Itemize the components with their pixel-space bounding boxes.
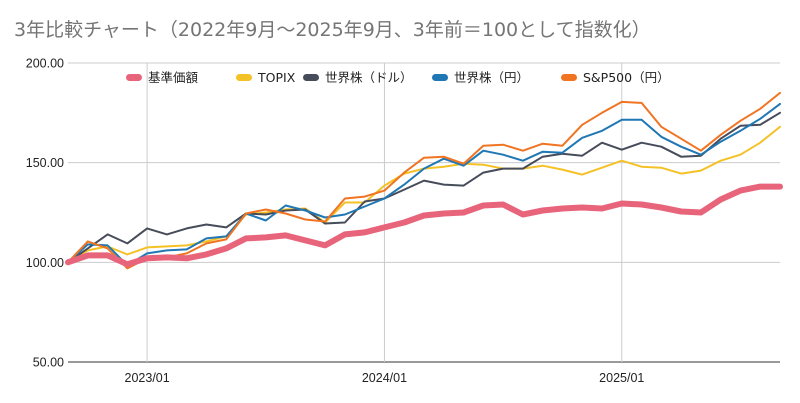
legend: 基準価額 TOPIX 世界株（ドル） 世界株（円） S&P500（円） (126, 70, 670, 85)
series-lines (65, 91, 783, 270)
x-tick-label: 2025/01 (599, 371, 644, 385)
chart-title: 3年比較チャート（2022年9月〜2025年9月、3年前＝100として指数化） (14, 19, 651, 41)
legend-item: S&P500（円） (561, 70, 670, 85)
legend-label: 世界株（ドル） (325, 70, 413, 85)
series-line (67, 111, 781, 264)
legend-swatch (126, 74, 142, 81)
grid (68, 62, 780, 363)
legend-label: 世界株（円） (454, 70, 529, 85)
series-line (67, 125, 781, 264)
series-line (67, 102, 781, 267)
x-tick-label: 2023/01 (125, 371, 170, 385)
legend-item: 世界株（ドル） (303, 70, 413, 85)
legend-item: 基準価額 (126, 70, 199, 85)
y-tick-label: 50.00 (33, 356, 64, 370)
y-tick-label: 100.00 (26, 256, 64, 270)
legend-swatch (303, 74, 319, 81)
legend-label: 基準価額 (148, 70, 199, 85)
x-tick-label: 2024/01 (362, 371, 407, 385)
legend-swatch (236, 74, 252, 81)
axis-labels: 50.00 100.00 150.00 200.00 2023/01 2024/01 202… (26, 57, 645, 386)
series-line (65, 183, 783, 268)
legend-label: S&P500（円） (583, 70, 670, 85)
legend-swatch (432, 74, 448, 81)
legend-item: TOPIX (236, 70, 296, 85)
legend-swatch (561, 74, 577, 81)
legend-label: TOPIX (257, 70, 296, 85)
y-tick-label: 150.00 (26, 156, 64, 170)
y-tick-label: 200.00 (26, 57, 64, 71)
series-line (67, 91, 781, 270)
legend-item: 世界株（円） (432, 70, 529, 85)
